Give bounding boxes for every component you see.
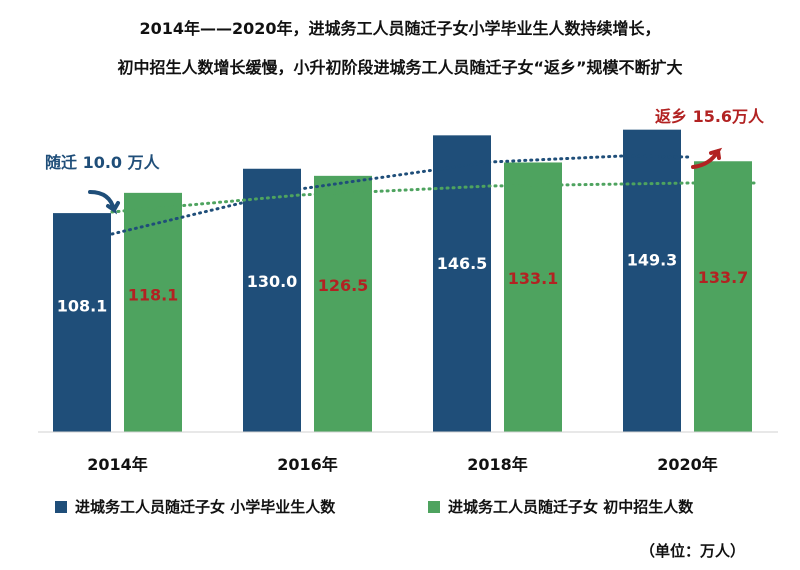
legend-label-primary: 进城务工人员随迁子女 小学毕业生人数 xyxy=(75,498,336,516)
x-tick-label-3: 2020年 xyxy=(657,455,718,474)
data-label-secondary-2: 133.1 xyxy=(508,269,559,288)
data-label-secondary-0: 118.1 xyxy=(128,285,179,304)
arrow-up-icon xyxy=(691,147,723,169)
bar-primary-2 xyxy=(433,135,491,432)
data-label-secondary-3: 133.7 xyxy=(698,268,749,287)
legend-swatch-primary xyxy=(55,500,67,513)
data-label-primary-1: 130.0 xyxy=(247,272,298,291)
bar-secondary-3 xyxy=(694,161,752,432)
annotation-left: 随迁 10.0 万人 xyxy=(45,153,161,172)
trend-line-secondary xyxy=(110,181,757,214)
x-tick-label-0: 2014年 xyxy=(87,455,148,474)
data-label-primary-0: 108.1 xyxy=(57,297,108,316)
bar-primary-0 xyxy=(53,213,111,432)
bar-primary-1 xyxy=(243,168,301,432)
data-label-secondary-1: 126.5 xyxy=(318,276,369,295)
annotation-right: 返乡 15.6万人 xyxy=(655,107,765,126)
chart-title-line1: 2014年——2020年，进城务工人员随迁子女小学毕业生人数持续增长， xyxy=(139,19,661,38)
unit-label: （单位：万人） xyxy=(640,542,746,560)
chart-title-line2: 初中招生人数增长缓慢，小升初阶段进城务工人员随迁子女“返乡”规模不断扩大 xyxy=(117,58,683,77)
legend-item-middle: 进城务工人员随迁子女 初中招生人数 xyxy=(428,496,693,517)
bar-primary-3 xyxy=(623,129,681,433)
trend-line-primary xyxy=(110,154,692,236)
data-label-primary-2: 146.5 xyxy=(437,254,488,273)
x-tick-label-2: 2018年 xyxy=(467,455,528,474)
bar-secondary-2 xyxy=(504,162,562,432)
data-label-primary-3: 149.3 xyxy=(627,251,678,270)
legend-label-middle: 进城务工人员随迁子女 初中招生人数 xyxy=(448,498,694,516)
x-tick-label-1: 2016年 xyxy=(277,455,338,474)
bar-secondary-0 xyxy=(124,192,182,432)
legend-item-primary: 进城务工人员随迁子女 小学毕业生人数 xyxy=(55,496,335,517)
bar-secondary-1 xyxy=(314,175,372,432)
arrow-down-icon xyxy=(88,190,120,215)
legend-swatch-middle xyxy=(428,500,440,513)
